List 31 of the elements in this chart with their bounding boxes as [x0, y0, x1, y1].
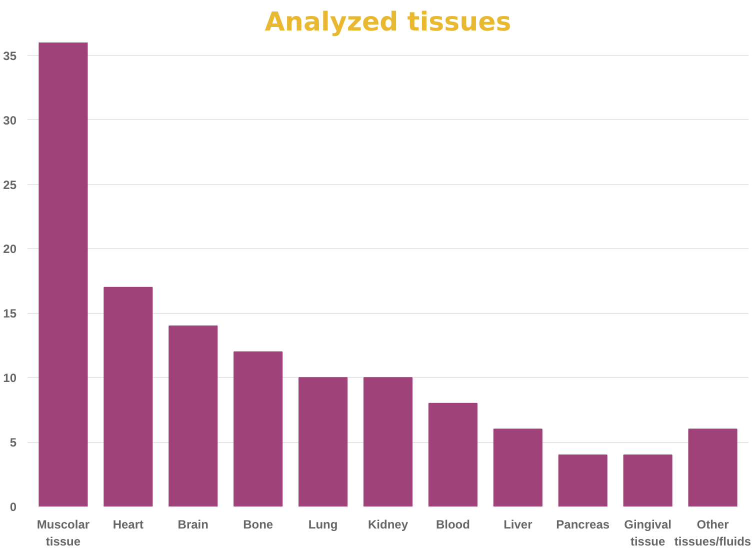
x-tick-label: Liver — [504, 518, 533, 532]
y-tick-label: 20 — [3, 242, 17, 256]
y-tick-label: 5 — [10, 436, 17, 450]
x-tick-label: Pancreas — [556, 518, 610, 532]
y-tick-label: 0 — [10, 500, 17, 514]
bar — [298, 377, 348, 506]
x-tick-label: Lung — [308, 518, 338, 532]
bar — [234, 351, 283, 506]
bar — [623, 454, 672, 506]
bar — [104, 286, 153, 506]
y-tick-label: 10 — [3, 371, 17, 386]
bar — [428, 402, 478, 506]
y-tick-label: 35 — [3, 48, 17, 63]
chart-title: Analyzed tissues — [264, 8, 512, 38]
x-tick-label: Heart — [112, 518, 144, 532]
y-tick-label: 25 — [3, 178, 17, 192]
y-tick-label: 15 — [3, 306, 17, 321]
bar — [688, 428, 738, 506]
x-tick-label: Gingival tissue — [624, 518, 672, 548]
x-tick-label: Blood — [436, 518, 470, 532]
x-tick-label: Muscolar tissue — [36, 518, 90, 548]
y-tick-label: 30 — [3, 113, 17, 128]
x-tick-label: Bone — [243, 518, 274, 532]
bar — [493, 428, 542, 506]
bar — [38, 42, 88, 506]
x-tick-label: Kidney — [368, 518, 408, 532]
bar — [168, 326, 218, 506]
bar — [363, 377, 413, 506]
bar — [558, 454, 608, 506]
x-tick-label: Other tissues/fluids — [674, 518, 752, 548]
x-tick-label: Brain — [178, 518, 208, 532]
